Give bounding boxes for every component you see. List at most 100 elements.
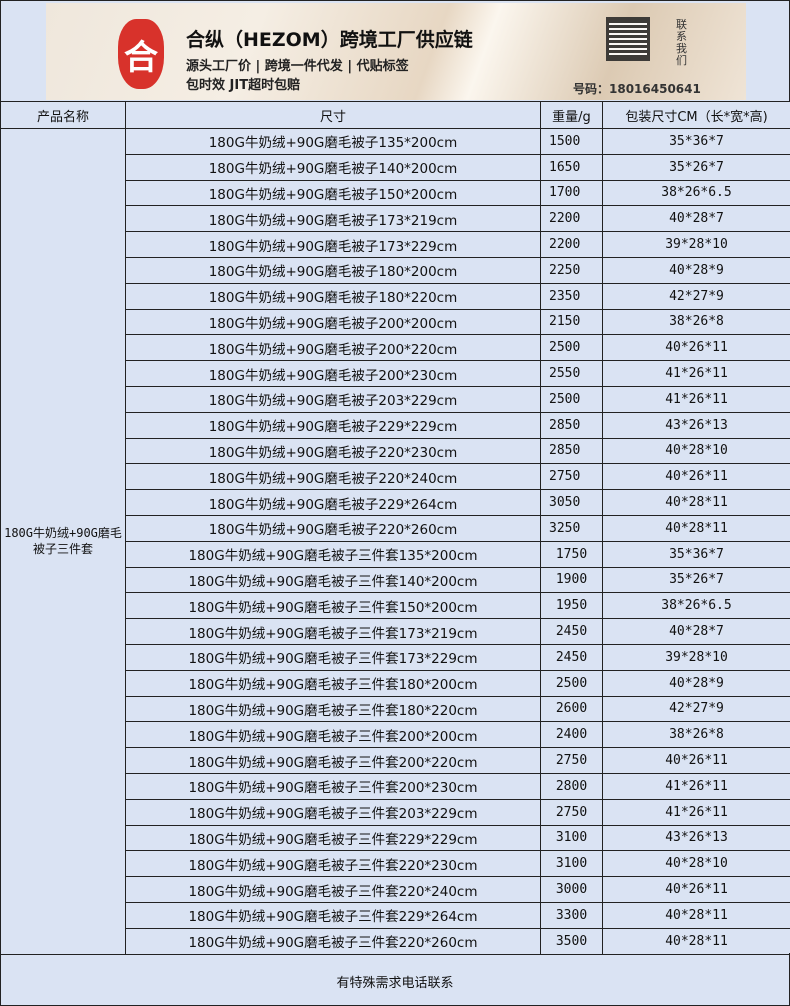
size-cell: 180G牛奶绒+90G磨毛被子200*230cm — [125, 360, 541, 387]
phone-number: 号码：18016450641 — [573, 82, 701, 96]
banner-tagline-1: 源头工厂价 | 跨境一件代发 | 代贴标签 — [186, 59, 409, 74]
weight-cell: 2850 — [540, 437, 603, 465]
package-size-cell: 40*26*11 — [602, 747, 790, 774]
size-cell: 180G牛奶绒+90G磨毛被子三件套229*264cm — [125, 901, 541, 929]
size-cell: 180G牛奶绒+90G磨毛被子三件套173*229cm — [125, 643, 541, 671]
weight-cell: 2250 — [540, 256, 603, 284]
package-size-cell: 40*28*10 — [602, 437, 790, 465]
weight-cell: 3100 — [540, 824, 603, 852]
weight-cell: 2750 — [540, 798, 603, 826]
size-cell: 180G牛奶绒+90G磨毛被子220*230cm — [125, 437, 541, 465]
package-size-cell: 40*26*11 — [602, 463, 790, 491]
table-row: 180G牛奶绒+90G磨毛被子三件套 180G牛奶绒+90G磨毛被子135*200… — [0, 128, 790, 955]
size-cell: 180G牛奶绒+90G磨毛被子三件套220*260cm — [125, 927, 541, 955]
size-cell: 180G牛奶绒+90G磨毛被子200*220cm — [125, 334, 541, 362]
table-row: 180G牛奶绒+90G磨毛被子三件套200*200cm 2400 38*26*8 — [1, 721, 790, 749]
product-name-cell: 180G牛奶绒+90G磨毛被子三件套 — [0, 128, 126, 955]
table-row: 180G牛奶绒+90G磨毛被子三件套150*200cm 1950 38*26*6.5 — [1, 592, 790, 620]
banner-title: 合纵（HEZOM）跨境工厂供应链 — [186, 29, 473, 51]
size-cell: 180G牛奶绒+90G磨毛被子三件套200*230cm — [125, 772, 541, 800]
header-package-size: 包装尺寸CM（长*宽*高) — [602, 101, 790, 129]
weight-cell: 2350 — [540, 282, 603, 310]
package-size-cell: 42*27*9 — [602, 282, 790, 310]
package-size-cell: 35*36*7 — [602, 128, 790, 155]
size-cell: 180G牛奶绒+90G磨毛被子150*200cm — [125, 179, 541, 207]
size-cell: 180G牛奶绒+90G磨毛被子三件套180*200cm — [125, 669, 541, 697]
table-row: 180G牛奶绒+90G磨毛被子三件套200*230cm 2800 41*26*11 — [1, 772, 790, 800]
package-size-cell: 35*36*7 — [602, 540, 790, 568]
banner-image: 合 合纵（HEZOM）跨境工厂供应链 源头工厂价 | 跨境一件代发 | 代贴标签… — [46, 3, 746, 100]
weight-cell: 1700 — [540, 179, 603, 207]
package-size-cell: 39*28*10 — [602, 231, 790, 258]
table-row: 180G牛奶绒+90G磨毛被子三件套180*220cm 2600 42*27*9 — [1, 695, 790, 723]
package-size-cell: 43*26*13 — [602, 411, 790, 439]
table-row: 180G牛奶绒+90G磨毛被子173*229cm 2200 39*28*10 — [1, 231, 790, 258]
table-row: 180G牛奶绒+90G磨毛被子三件套200*220cm 2750 40*26*11 — [1, 747, 790, 774]
package-size-cell: 41*26*11 — [602, 772, 790, 800]
header-weight: 重量/g — [540, 101, 603, 129]
package-size-cell: 40*28*11 — [602, 514, 790, 542]
package-size-cell: 40*28*9 — [602, 669, 790, 697]
banner: 合 合纵（HEZOM）跨境工厂供应链 源头工厂价 | 跨境一件代发 | 代贴标签… — [0, 0, 790, 101]
weight-cell: 2200 — [540, 231, 603, 258]
size-cell: 180G牛奶绒+90G磨毛被子220*260cm — [125, 514, 541, 542]
table-row: 180G牛奶绒+90G磨毛被子三件套135*200cm 1750 35*36*7 — [1, 540, 790, 568]
size-cell: 180G牛奶绒+90G磨毛被子三件套180*220cm — [125, 695, 541, 723]
size-cell: 180G牛奶绒+90G磨毛被子三件套203*229cm — [125, 798, 541, 826]
footer-note: 有特殊需求电话联系 — [0, 953, 790, 1006]
contact-label: 联系我们 — [676, 18, 687, 67]
table-row: 180G牛奶绒+90G磨毛被子三件套229*264cm 3300 40*28*11 — [1, 901, 790, 929]
qr-code-icon — [606, 17, 650, 61]
size-cell: 180G牛奶绒+90G磨毛被子三件套173*219cm — [125, 618, 541, 645]
size-cell: 180G牛奶绒+90G磨毛被子203*229cm — [125, 385, 541, 413]
size-cell: 180G牛奶绒+90G磨毛被子三件套220*240cm — [125, 876, 541, 903]
weight-cell: 2800 — [540, 772, 603, 800]
weight-cell: 1500 — [540, 128, 603, 155]
table-row: 180G牛奶绒+90G磨毛被子220*230cm 2850 40*28*10 — [1, 437, 790, 465]
table-row: 180G牛奶绒+90G磨毛被子三件套220*230cm 3100 40*28*10 — [1, 850, 790, 878]
weight-cell: 2500 — [540, 334, 603, 362]
size-cell: 180G牛奶绒+90G磨毛被子135*200cm — [125, 128, 541, 155]
size-cell: 180G牛奶绒+90G磨毛被子173*229cm — [125, 231, 541, 258]
package-size-cell: 40*28*11 — [602, 927, 790, 955]
table-row: 180G牛奶绒+90G磨毛被子三件套220*240cm 3000 40*26*11 — [1, 876, 790, 903]
weight-cell: 1900 — [540, 566, 603, 594]
table-row: 180G牛奶绒+90G磨毛被子140*200cm 1650 35*26*7 — [1, 153, 790, 181]
weight-cell: 2850 — [540, 411, 603, 439]
table-row: 180G牛奶绒+90G磨毛被子200*230cm 2550 41*26*11 — [1, 360, 790, 387]
weight-cell: 2500 — [540, 669, 603, 697]
package-size-cell: 35*26*7 — [602, 566, 790, 594]
weight-cell: 1650 — [540, 153, 603, 181]
weight-cell: 3300 — [540, 901, 603, 929]
size-cell: 180G牛奶绒+90G磨毛被子三件套135*200cm — [125, 540, 541, 568]
weight-cell: 3100 — [540, 850, 603, 878]
brand-logo: 合 — [118, 19, 164, 89]
weight-cell: 3000 — [540, 876, 603, 903]
weight-cell: 2450 — [540, 618, 603, 645]
package-size-cell: 40*28*11 — [602, 901, 790, 929]
size-cell: 180G牛奶绒+90G磨毛被子220*240cm — [125, 463, 541, 491]
weight-cell: 1950 — [540, 592, 603, 620]
weight-cell: 2750 — [540, 747, 603, 774]
size-cell: 180G牛奶绒+90G磨毛被子三件套200*220cm — [125, 747, 541, 774]
size-cell: 180G牛奶绒+90G磨毛被子200*200cm — [125, 308, 541, 336]
weight-cell: 1750 — [540, 540, 603, 568]
weight-cell: 3500 — [540, 927, 603, 955]
table-row: 180G牛奶绒+90G磨毛被子三件套229*229cm 3100 43*26*13 — [1, 824, 790, 852]
weight-cell: 3050 — [540, 489, 603, 516]
package-size-cell: 40*28*10 — [602, 850, 790, 878]
weight-cell: 2550 — [540, 360, 603, 387]
table-row: 180G牛奶绒+90G磨毛被子180*220cm 2350 42*27*9 — [1, 282, 790, 310]
weight-cell: 2150 — [540, 308, 603, 336]
package-size-cell: 40*28*7 — [602, 205, 790, 233]
header-size: 尺寸 — [125, 101, 541, 129]
size-cell: 180G牛奶绒+90G磨毛被子三件套200*200cm — [125, 721, 541, 749]
table-row: 180G牛奶绒+90G磨毛被子三件套140*200cm 1900 35*26*7 — [1, 566, 790, 594]
table-row: 180G牛奶绒+90G磨毛被子三件套180*200cm 2500 40*28*9 — [1, 669, 790, 697]
size-cell: 180G牛奶绒+90G磨毛被子三件套150*200cm — [125, 592, 541, 620]
package-size-cell: 35*26*7 — [602, 153, 790, 181]
table-row: 180G牛奶绒+90G磨毛被子229*229cm 2850 43*26*13 — [1, 411, 790, 439]
package-size-cell: 38*26*8 — [602, 308, 790, 336]
table-row: 180G牛奶绒+90G磨毛被子180*200cm 2250 40*28*9 — [1, 256, 790, 284]
weight-cell: 2600 — [540, 695, 603, 723]
